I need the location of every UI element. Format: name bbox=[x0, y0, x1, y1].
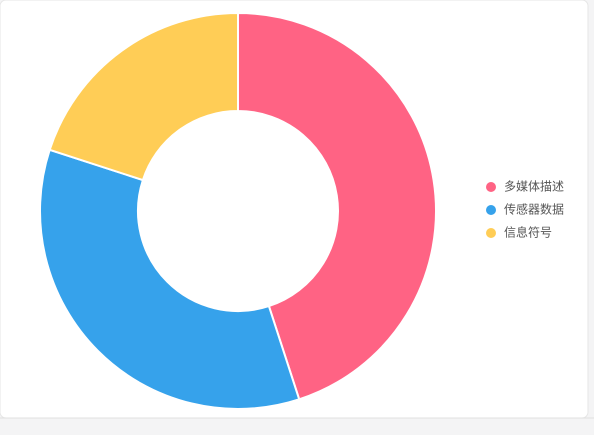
legend-label: 多媒体描述 bbox=[504, 180, 564, 194]
slice bbox=[39, 148, 301, 410]
legend-marker bbox=[486, 228, 496, 238]
slice bbox=[48, 11, 239, 182]
legend-label: 传感器数据 bbox=[504, 202, 564, 217]
slice bbox=[237, 11, 437, 401]
legend-label: 信息符号 bbox=[504, 225, 552, 240]
legend-marker bbox=[486, 182, 496, 192]
legend-marker bbox=[486, 205, 496, 215]
